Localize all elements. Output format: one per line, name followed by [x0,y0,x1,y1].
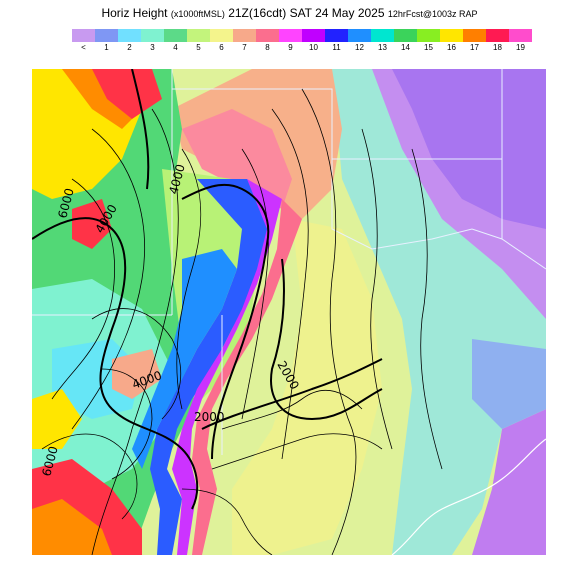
legend-swatch [348,29,371,42]
legend-label: 6 [219,43,224,52]
region-salmon-west [112,349,162,399]
color-legend [72,29,532,42]
legend-label: 5 [196,43,201,52]
legend-swatch [371,29,394,42]
region-cyan-band [132,249,237,469]
legend-label: 14 [401,43,410,52]
title-main: Horiz Height [101,6,168,20]
legend-swatch [302,29,325,42]
legend-swatch [279,29,302,42]
legend-label: 9 [288,43,293,52]
region-pink-north [182,109,292,209]
title-units: (x1000ftMSL) [170,9,225,19]
legend-swatch [509,29,532,42]
legend-label: 19 [516,43,525,52]
contour-lines [41,88,443,555]
region-purple-southeast [472,409,546,555]
region-violet-core [392,69,546,229]
title-model: 12hrFcst@1003z RAP [387,9,478,19]
region-orange-southwest [32,499,112,555]
legend-swatch [210,29,233,42]
region-blue-east [472,339,546,429]
legend-label: 15 [424,43,433,52]
legend-label: 7 [242,43,247,52]
legend-label: 1 [104,43,109,52]
legend-label: 17 [470,43,479,52]
legend-label: 3 [150,43,155,52]
region-yellow-southwest [32,389,82,449]
map-title: Horiz Height (x1000ftMSL) 21Z(16cdt) SAT… [0,6,579,20]
legend-swatch [394,29,417,42]
region-red-west-center [72,199,112,249]
legend-swatch [325,29,348,42]
legend-swatch [233,29,256,42]
legend-label: 18 [493,43,502,52]
legend-label: 10 [309,43,318,52]
region-yellow-central [232,219,382,555]
contour-label-2000-south: 2000 [194,410,225,424]
legend-label: 13 [378,43,387,52]
legend-label: 2 [127,43,132,52]
contour-lines-bold [32,69,383,510]
title-time: 21Z(16cdt) SAT 24 May 2025 [228,6,385,20]
legend-swatch [417,29,440,42]
legend-swatch [440,29,463,42]
legend-label: 4 [173,43,178,52]
legend-swatch [187,29,210,42]
region-magenta-band [172,179,282,555]
legend-label: 16 [447,43,456,52]
region-pink-band [192,199,302,555]
legend-swatch [95,29,118,42]
legend-swatch [72,29,95,42]
legend-swatch [463,29,486,42]
state-boundaries [32,69,546,455]
legend-swatch [164,29,187,42]
legend-swatch [141,29,164,42]
legend-label: < [81,43,86,52]
weather-map: 6000 4000 4000 2000 2000 4000 6000 [32,69,546,555]
legend-label: 12 [355,43,364,52]
legend-label: 8 [265,43,270,52]
legend-swatch [256,29,279,42]
region-cyan-east [332,69,546,555]
coastline [391,438,546,555]
region-red-northwest [92,69,162,119]
legend-swatch [118,29,141,42]
legend-label: 11 [332,43,341,52]
legend-swatch [486,29,509,42]
